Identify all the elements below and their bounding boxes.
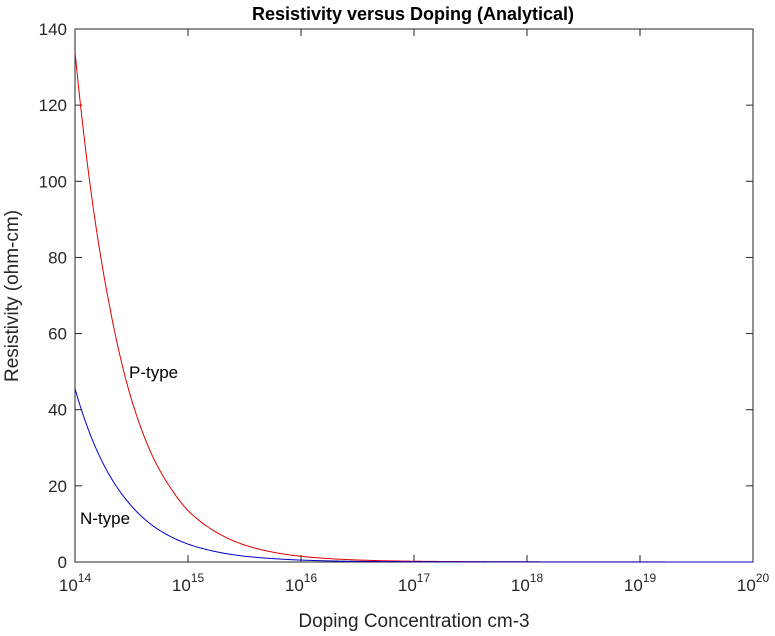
y-tick-label: 0 [58, 553, 67, 572]
x-tick-label: 1018 [511, 571, 544, 595]
x-tick-exponent: 18 [530, 571, 544, 585]
y-tick-label: 60 [48, 325, 67, 344]
y-axis-label: Resistivity (ohm-cm) [2, 210, 23, 382]
series-line-n-type [74, 388, 753, 563]
x-tick-base: 10 [624, 576, 643, 595]
x-tick-label: 1017 [398, 571, 431, 595]
x-tick-base: 10 [285, 576, 304, 595]
annotation-n-type: N-type [80, 509, 130, 528]
series-layer [74, 51, 753, 563]
y-tick-label: 140 [39, 20, 67, 39]
x-tick-base: 10 [398, 576, 417, 595]
x-tick-base: 10 [172, 576, 191, 595]
x-tick-label: 1020 [737, 571, 770, 595]
x-tick-base: 10 [59, 576, 78, 595]
y-tick-label: 120 [39, 96, 67, 115]
x-tick-label: 1019 [624, 571, 657, 595]
x-tick-label: 1016 [285, 571, 318, 595]
y-tick-label: 20 [48, 477, 67, 496]
y-tick-label: 80 [48, 248, 67, 267]
annotation-p-type: P-type [129, 363, 178, 382]
y-tick-label: 100 [39, 172, 67, 191]
plot-area [74, 28, 754, 563]
x-tick-exponent: 20 [756, 571, 770, 585]
x-tick-label: 1014 [59, 571, 92, 595]
x-tick-base: 10 [511, 576, 530, 595]
x-axis: 1014 1015 1016 1017 1018 1019 1020 [59, 29, 770, 595]
x-tick-exponent: 19 [643, 571, 657, 585]
x-axis-label: Doping Concentration cm-3 [298, 611, 529, 632]
x-tick-exponent: 14 [78, 571, 92, 585]
chart-title: Resistivity versus Doping (Analytical) [252, 4, 574, 24]
x-tick-exponent: 17 [417, 571, 431, 585]
y-axis: 0 20 40 60 80 100 120 140 [39, 20, 753, 572]
x-tick-base: 10 [737, 576, 756, 595]
x-tick-exponent: 15 [191, 571, 205, 585]
x-tick-label: 1015 [172, 571, 205, 595]
y-tick-label: 40 [48, 401, 67, 420]
x-tick-exponent: 16 [304, 571, 318, 585]
